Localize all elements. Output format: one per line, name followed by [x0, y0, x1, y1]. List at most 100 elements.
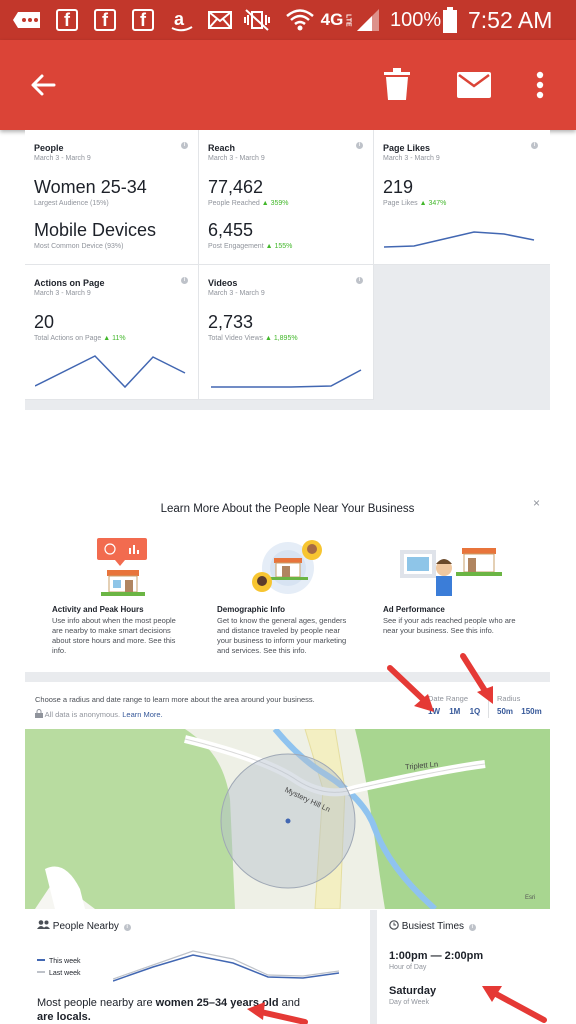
column-body: See if your ads reached people who are n… [383, 616, 516, 635]
back-button[interactable] [28, 70, 58, 100]
column-heading: Ad Performance [383, 605, 445, 614]
mail-button[interactable] [457, 72, 491, 98]
overflow-menu-button[interactable] [533, 70, 547, 100]
insights-panel: People March 3 - March 9 i Women 25-34 L… [25, 130, 550, 410]
clock: 7:52 AM [468, 7, 553, 33]
learn-more-link[interactable]: Learn More. [122, 710, 163, 719]
info-icon[interactable]: i [123, 924, 131, 931]
vibrate-mute-icon [243, 8, 271, 32]
actions-sparkline [35, 355, 186, 389]
card-page-likes[interactable]: Page Likes March 3 - March 9 i 219 Page … [374, 130, 550, 265]
common-device-caption: Most Common Device (93%) [34, 243, 124, 250]
info-icon[interactable]: i [531, 142, 538, 149]
video-views-sparkline [211, 369, 362, 388]
ad-performance-illustration [398, 542, 506, 598]
video-views-change: ▲ 1,895% [264, 335, 298, 342]
clock-icon [389, 920, 402, 932]
page-likes-value: 219 [383, 177, 414, 197]
radius-option-50m[interactable]: 50m [497, 707, 514, 716]
chat-icon [12, 8, 42, 32]
annotation-arrow [482, 986, 547, 1023]
actions-value: 20 [34, 312, 55, 332]
filter-divider [488, 692, 489, 718]
annotation-arrow [247, 1002, 308, 1024]
info-icon[interactable]: i [468, 924, 476, 931]
learn-more-title: Learn More About the People Near Your Bu… [160, 503, 415, 515]
video-views-caption: Total Video Views ▲ 1,895% [208, 335, 298, 342]
radius-label: Radius [497, 694, 521, 703]
date-range-label: Date Range [428, 694, 469, 703]
post-engagement-value: 6,455 [208, 220, 254, 240]
date-option-1m[interactable]: 1M [449, 707, 461, 716]
app-bar [0, 40, 576, 130]
people-nearby-chart [113, 950, 340, 982]
facebook-icon: f [94, 8, 116, 32]
card-date: March 3 - March 9 [34, 155, 91, 162]
radius-option-150m[interactable]: 150m [521, 707, 542, 716]
card-date: March 3 - March 9 [34, 290, 91, 297]
people-nearby-summary: Most people nearby are women 25–34 years… [37, 997, 300, 1023]
page-likes-change: ▲ 347% [419, 200, 447, 207]
battery-icon [443, 7, 457, 33]
info-icon[interactable]: i [181, 277, 188, 284]
card-date: March 3 - March 9 [383, 155, 440, 162]
card-actions-on-page[interactable]: Actions on Page March 3 - March 9 i 20 T… [25, 265, 199, 400]
map-attribution: Esri [525, 895, 536, 901]
svg-text:a: a [174, 9, 185, 29]
people-reached-value: 77,462 [208, 177, 264, 197]
people-reached-caption: People Reached ▲ 359% [208, 200, 289, 207]
column-body: Use info about when the most people are … [52, 616, 176, 655]
amazon-icon: a [170, 8, 194, 32]
trash-icon [384, 68, 410, 100]
anonymous-note: All data is anonymous. Learn More. [35, 709, 163, 719]
people-nearby-header: People Nearby i [37, 920, 131, 932]
post-engagement-caption: Post Engagement ▲ 155% [208, 243, 293, 250]
arrow-left-icon [31, 74, 56, 96]
busiest-hour-caption: Hour of Day [389, 964, 427, 971]
envelope-icon [457, 72, 491, 98]
page-likes-sparkline [384, 231, 535, 248]
card-videos[interactable]: Videos March 3 - March 9 i 2,733 Total V… [199, 265, 374, 400]
legend-last-week: Last week [37, 970, 81, 977]
date-option-1w[interactable]: 1W [428, 707, 440, 716]
card-reach[interactable]: Reach March 3 - March 9 i 77,462 People … [199, 130, 374, 265]
card-title: People [34, 143, 64, 153]
card-people[interactable]: People March 3 - March 9 i Women 25-34 L… [25, 130, 199, 265]
actions-caption: Total Actions on Page ▲ 11% [34, 335, 126, 342]
network-type-icon: 4G LTE [320, 10, 352, 29]
store-clock-illustration [95, 538, 151, 598]
facebook-icon: f [132, 8, 154, 32]
demographic-illustration [250, 538, 326, 598]
close-button[interactable]: × [533, 496, 541, 510]
post-engagement-change: ▲ 155% [265, 243, 293, 250]
filter-instructions: Choose a radius and date range to learn … [35, 695, 315, 704]
card-date: March 3 - March 9 [208, 290, 265, 297]
facebook-icon: f [56, 8, 78, 32]
column-body: Get to know the general ages, genders an… [217, 616, 347, 655]
info-icon[interactable]: i [356, 142, 363, 149]
status-bar: f f f a 4G LTE 100% 7:52 AM [0, 0, 576, 40]
card-date: March 3 - March 9 [208, 155, 265, 162]
people-nearby-card[interactable]: People Nearby i This week Last week Most… [25, 910, 370, 1024]
info-icon[interactable]: i [356, 277, 363, 284]
more-vertical-icon [536, 71, 544, 99]
common-device-value: Mobile Devices [34, 220, 157, 240]
busiest-hour-value: 1:00pm — 2:00pm [389, 950, 484, 962]
wifi-icon [285, 8, 315, 32]
column-heading: Demographic Info [217, 605, 286, 614]
date-option-1q[interactable]: 1Q [469, 707, 481, 716]
section-divider [25, 672, 550, 682]
delete-button[interactable] [384, 68, 410, 102]
card-title: Actions on Page [34, 278, 105, 288]
map[interactable]: Triplett Ln Mystery Hill Ln Esri [25, 729, 550, 909]
legend-this-week: This week [37, 958, 81, 965]
actions-change: ▲ 11% [103, 335, 126, 342]
card-title: Page Likes [383, 143, 431, 153]
column-heading: Activity and Peak Hours [52, 605, 144, 614]
battery-percent: 100% [390, 9, 442, 31]
card-title: Reach [208, 143, 236, 153]
info-icon[interactable]: i [181, 142, 188, 149]
busiest-times-header: Busiest Times i [389, 920, 476, 932]
signal-icon [355, 8, 381, 32]
people-icon [37, 920, 53, 932]
